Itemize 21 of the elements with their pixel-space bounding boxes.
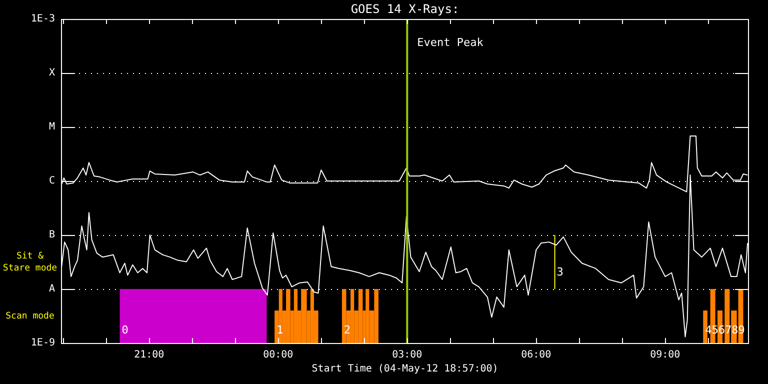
y-tick-label: 1E-3 (30, 14, 55, 25)
annotation: 2 (344, 323, 351, 336)
y-tick-label: A (48, 284, 55, 295)
chart-title: GOES 14 X-Rays: (350, 2, 460, 16)
x-tick-label: 00:00 (263, 350, 294, 361)
y-tick-label: M (48, 122, 55, 133)
x-tick-label: 21:00 (134, 350, 164, 361)
annotation: 3 (556, 266, 564, 279)
y-tick-label: X (48, 68, 55, 79)
text: Sit & Stare mode (2, 251, 58, 274)
ref-line-label: Event Peak (417, 36, 484, 49)
x-tick-label: 06:00 (521, 350, 552, 361)
x-tick-label: 09:00 (650, 350, 680, 361)
annotation: 0 (122, 323, 128, 336)
text: Scan mode (6, 311, 54, 322)
x-tick-label: 03:00 (392, 350, 422, 361)
y-tick-label: B (48, 230, 55, 241)
annotation: 1 (276, 323, 284, 336)
y-tick-label: C (48, 176, 55, 187)
x-axis-title: Start Time (04-May-12 18:57:00) (312, 364, 498, 375)
y-tick-label: 1E-9 (30, 338, 55, 349)
